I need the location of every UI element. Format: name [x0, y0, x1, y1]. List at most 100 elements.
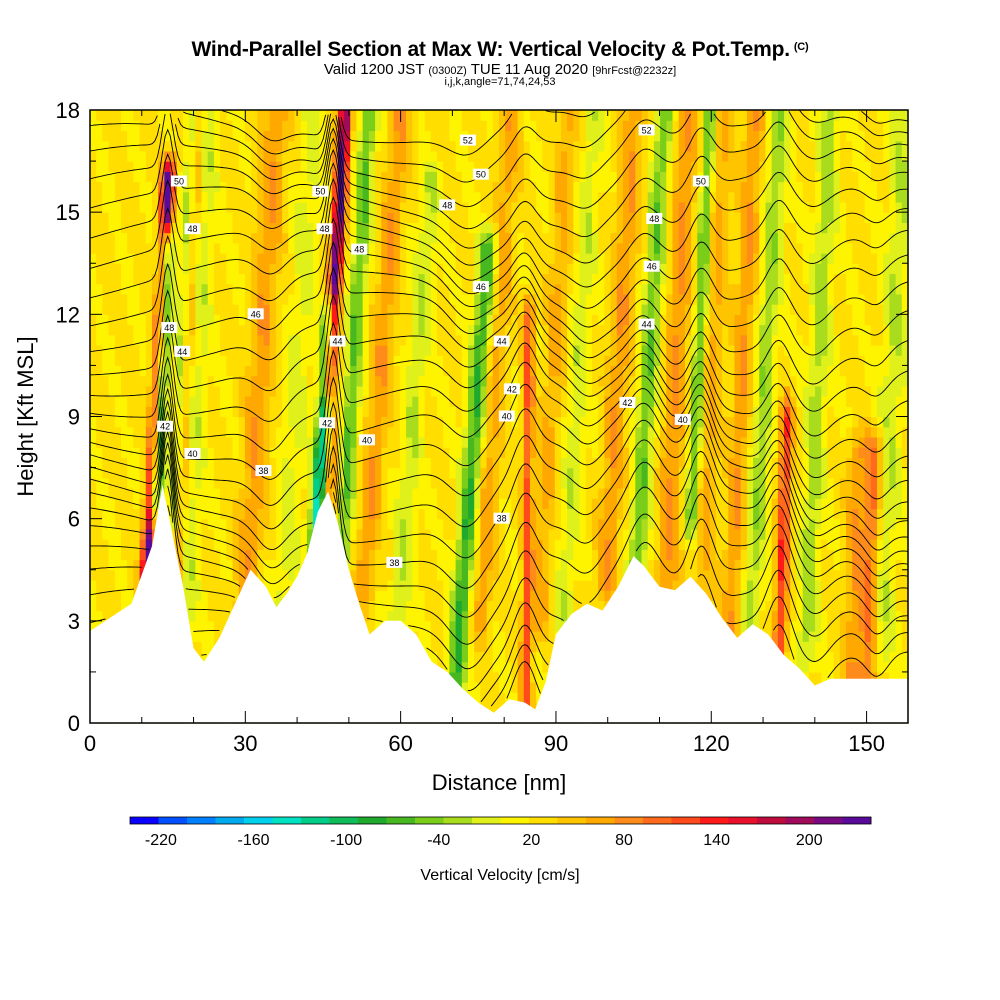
colorbar-segment — [443, 817, 473, 824]
colorbar-segment — [358, 817, 387, 824]
colorbar-tick-label: -160 — [237, 832, 269, 849]
theta-contour — [89, 111, 909, 208]
colorbar: -220 -160 -100 -40 20 80 140 200 Vertical Veloci… — [129, 816, 872, 884]
contour-label: 50 — [692, 175, 709, 187]
contour-label-text: 46 — [647, 262, 657, 272]
contour-label: 50 — [171, 175, 187, 187]
contour-label-text: 42 — [322, 418, 332, 428]
colorbar-frame — [129, 816, 872, 825]
contour-label: 40 — [359, 434, 375, 446]
colorbar-segment — [728, 817, 758, 824]
y-tick-label: 3 — [68, 609, 80, 634]
contour-label-text: 50 — [315, 187, 325, 197]
theta-contour — [89, 399, 909, 530]
contour-label: 52 — [459, 134, 476, 146]
contour-label: 52 — [638, 124, 655, 136]
theta-contour — [89, 454, 909, 645]
theta-contour — [89, 177, 909, 328]
contour-label-text: 48 — [354, 245, 364, 255]
theta-contour — [89, 485, 909, 692]
contour-label-text: 42 — [622, 398, 632, 408]
contour-label: 50 — [472, 168, 489, 180]
contour-label-text: 40 — [362, 435, 372, 445]
colorbar-tick-label: 80 — [615, 832, 633, 849]
theta-contour — [89, 430, 909, 589]
theta-contour — [89, 196, 909, 344]
theta-contour — [201, 624, 909, 699]
contour-label-text: 44 — [177, 347, 187, 357]
x-tick-label: 90 — [544, 731, 568, 756]
colorbar-segment — [187, 817, 216, 824]
theta-contour — [193, 596, 909, 707]
contour-label-text: 52 — [463, 136, 473, 146]
y-axis-label: Height [Kft MSL] — [13, 336, 38, 496]
colorbar-segment — [130, 817, 159, 824]
theta-contour — [89, 442, 909, 618]
x-tick-label: 60 — [388, 731, 412, 756]
theta-contour — [89, 321, 909, 459]
theta-contour — [89, 293, 909, 437]
contour-label-text: 44 — [332, 337, 342, 347]
contour-label-text: 50 — [476, 170, 486, 180]
theta-contour — [89, 148, 909, 288]
contour-labels: 50 48 48 44 42 40 46 38 50 48 48 44 42 40 38 52 50 48 46 44… — [157, 124, 709, 568]
colorbar-tick-label: 200 — [796, 832, 823, 849]
plot-axes: 0 3 6 9 12 15 18 0 30 60 90 120 150 Distance [nm] Heig… — [13, 98, 909, 795]
contour-label-text: 42 — [507, 384, 517, 394]
contour-label: 38 — [386, 556, 403, 568]
contour-label-text: 38 — [389, 558, 399, 568]
contour-label: 42 — [157, 420, 174, 432]
theta-contour — [90, 240, 909, 385]
theta-contour — [89, 468, 909, 670]
theta-contour — [89, 376, 909, 506]
colorbar-segment — [529, 817, 558, 824]
y-tick-label: 15 — [56, 200, 80, 225]
contour-label: 38 — [493, 512, 510, 524]
contour-label-text: 38 — [497, 514, 507, 524]
colorbar-tick-label: 20 — [522, 832, 540, 849]
colorbar-tick-label: -220 — [145, 832, 177, 849]
colorbar-segment — [557, 817, 587, 824]
contour-label-text: 46 — [251, 309, 261, 319]
contour-label-text: 52 — [642, 125, 652, 135]
colorbar-segment — [301, 817, 330, 824]
x-tick-label: 30 — [233, 731, 257, 756]
colorbar-segment — [472, 817, 501, 824]
colorbar-tick-label: -40 — [427, 832, 450, 849]
contour-label: 48 — [351, 243, 368, 255]
colorbar-segment — [272, 817, 302, 824]
colorbar-tick-label: 140 — [703, 832, 730, 849]
colorbar-tick-label: -100 — [330, 832, 362, 849]
contour-label-text: 44 — [497, 337, 507, 347]
contour-label: 48 — [316, 223, 333, 235]
contour-label-text: 42 — [160, 422, 170, 432]
contour-label: 46 — [472, 281, 489, 293]
theta-contour — [89, 113, 909, 249]
contour-label: 48 — [439, 199, 456, 211]
contour-label: 46 — [247, 308, 264, 320]
y-tick-label: 0 — [68, 711, 80, 736]
colorbar-segment — [586, 817, 615, 824]
theta-contour — [89, 420, 909, 569]
colorbar-segment — [386, 817, 416, 824]
forecast-label: [9hrFcst@2232z] — [592, 65, 677, 77]
colorbar-segment — [329, 817, 359, 824]
theta-contour — [89, 117, 909, 230]
x-tick-label: 0 — [84, 731, 96, 756]
contour-label: 42 — [319, 417, 336, 429]
contour-label: 50 — [312, 185, 329, 197]
theta-contour — [89, 162, 909, 309]
chart-title: Wind-Parallel Section at Max W: Vertical… — [191, 38, 809, 61]
colorbar-segment — [785, 817, 815, 824]
contour-label: 42 — [619, 396, 636, 408]
colorbar-segment — [757, 817, 786, 824]
contour-label-text: 46 — [476, 282, 486, 292]
contour-label: 44 — [329, 335, 346, 347]
x-axis-label: Distance [nm] — [432, 770, 567, 795]
colorbar-segment — [614, 817, 644, 824]
colorbar-segment — [814, 817, 843, 824]
theta-contour — [89, 349, 909, 480]
chart-indices: i,j,k,angle=71,74,24,53 — [444, 76, 556, 88]
contour-label: 44 — [493, 335, 510, 347]
